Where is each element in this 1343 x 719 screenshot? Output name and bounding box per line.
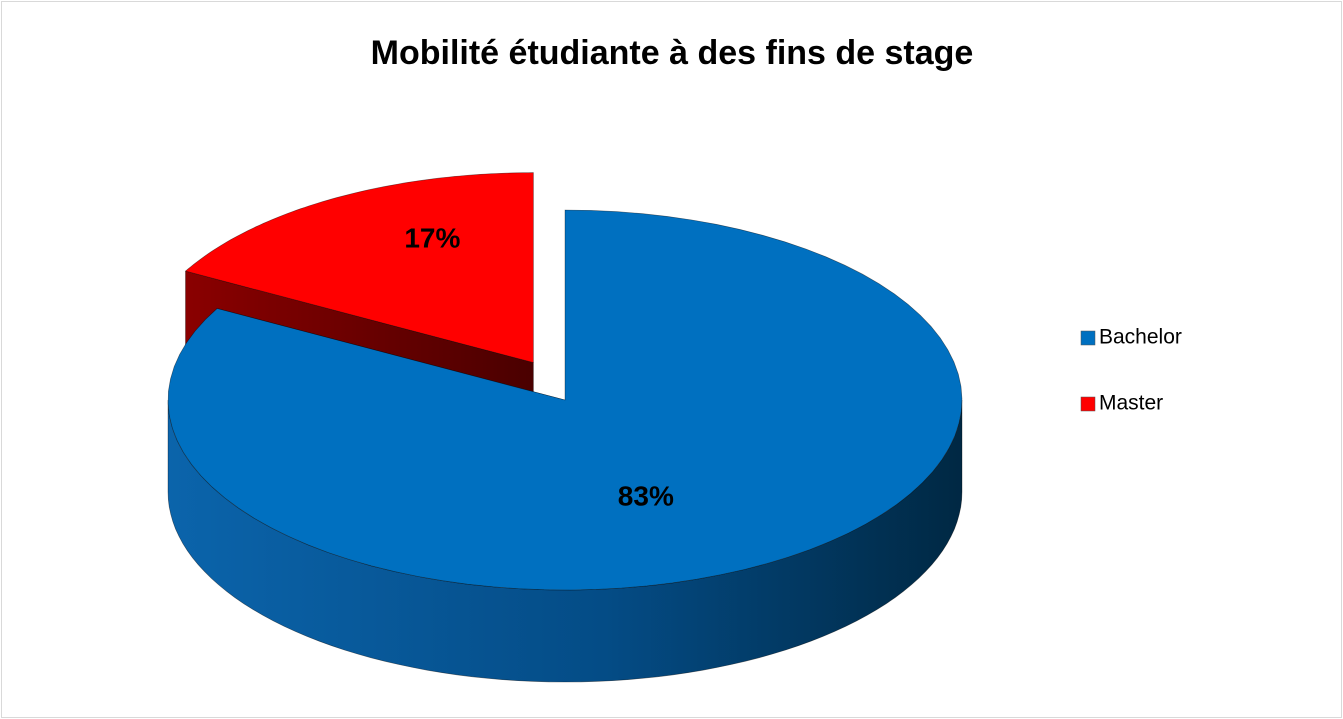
legend-swatch (1080, 396, 1096, 412)
legend-label: Master (1099, 392, 1163, 415)
legend-swatch (1080, 330, 1096, 346)
slice (184, 172, 534, 363)
data-label: 83% (618, 481, 674, 512)
slice (167, 209, 963, 591)
chart-title: Mobilité étudiante à des fins de stage (371, 34, 974, 72)
data-label: 17% (404, 222, 460, 253)
legend-label: Bachelor (1099, 326, 1182, 349)
